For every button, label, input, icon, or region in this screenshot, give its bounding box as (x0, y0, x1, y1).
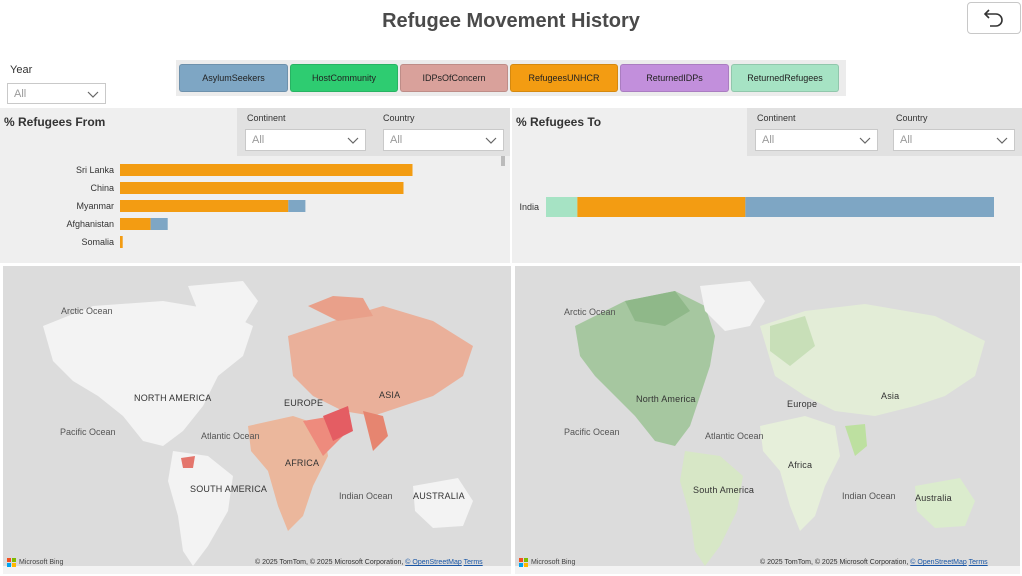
chevron-down-icon (87, 91, 99, 98)
from-filter-area: Continent All Country All (237, 108, 510, 156)
to-filter-area: Continent All Country All (747, 108, 1022, 156)
bar-segment-refugeesunhcr[interactable] (120, 236, 123, 248)
chevron-down-icon (996, 137, 1008, 144)
legend-chip-label: IDPsOfConcern (422, 73, 486, 83)
microsoft-logo-icon (519, 558, 528, 567)
legend-chip-idps-of-concern[interactable]: IDPsOfConcern (400, 64, 508, 92)
bar-segment-asylumseekers[interactable] (745, 197, 994, 217)
to-continent-dropdown[interactable]: All (755, 129, 878, 151)
map-label-south-america: SOUTH AMERICA (190, 484, 268, 494)
map-label-north-america: NORTH AMERICA (134, 393, 212, 403)
map-label-asia: Asia (881, 391, 900, 401)
bar-chart-svg: India (519, 197, 994, 217)
bar-segment-refugeesunhcr[interactable] (120, 182, 404, 194)
from-continent-value: All (252, 134, 265, 146)
map-label-africa: AFRICA (285, 458, 320, 468)
from-country-value: All (390, 134, 403, 146)
legend-chip-returned-refugees[interactable]: ReturnedRefugees (731, 64, 839, 92)
map-label-south-america: South America (693, 485, 755, 495)
bar-segment-refugeesunhcr[interactable] (120, 164, 413, 176)
bing-label: Microsoft Bing (19, 559, 64, 566)
map-label-africa: Africa (788, 460, 813, 470)
map-label-australia: AUSTRALIA (413, 491, 465, 501)
category-label: Myanmar (76, 201, 114, 211)
year-dropdown-value: All (14, 87, 27, 100)
map-label-europe: Europe (787, 399, 818, 409)
map-label-north-america: North America (636, 394, 696, 404)
map-label-pacific: Pacific Ocean (564, 427, 620, 437)
chevron-down-icon (859, 137, 871, 144)
map-label-indian: Indian Ocean (842, 491, 896, 501)
year-filter-label: Year (10, 64, 33, 76)
refugees-to-panel: % Refugees To Continent All Country All … (512, 108, 1022, 263)
microsoft-bing-logo: Microsoft Bing (519, 558, 575, 567)
from-country-dropdown[interactable]: All (383, 129, 504, 151)
bar-segment-refugeesunhcr[interactable] (120, 200, 289, 212)
to-country-label: Country (896, 113, 928, 123)
terms-link[interactable]: Terms (968, 559, 988, 566)
world-map-to (515, 266, 1020, 574)
bar-segment-asylumseekers[interactable] (288, 200, 306, 212)
legend-chip-label: AsylumSeekers (202, 73, 265, 83)
category-label: China (90, 183, 114, 193)
legend-chip-refugees-unhcr[interactable]: RefugeesUNHCR (510, 64, 618, 92)
to-continent-label: Continent (757, 113, 796, 123)
from-continent-label: Continent (247, 113, 286, 123)
map-label-asia: ASIA (379, 390, 401, 400)
map-label-atlantic: Atlantic Ocean (705, 431, 764, 441)
map-label-indian: Indian Ocean (339, 491, 393, 501)
microsoft-bing-logo: Microsoft Bing (7, 558, 63, 567)
world-map-from (3, 266, 511, 574)
legend-chip-label: ReturnedRefugees (747, 73, 823, 83)
to-continent-value: All (762, 134, 775, 146)
refugees-from-map[interactable]: Arctic Ocean Pacific Ocean Atlantic Ocea… (3, 266, 511, 574)
refugees-from-panel: % Refugees From Continent All Country Al… (0, 108, 510, 263)
legend-chip-label: ReturnedIDPs (646, 73, 703, 83)
chevron-down-icon (485, 137, 497, 144)
legend-chip-returned-idps[interactable]: ReturnedIDPs (620, 64, 729, 92)
openstreetmap-link[interactable]: © OpenStreetMap (405, 559, 462, 566)
copyright-text: © 2025 TomTom, © 2025 Microsoft Corporat… (255, 559, 404, 566)
bar-segment-returnedrefugees[interactable] (546, 197, 578, 217)
map-copyright: © 2025 TomTom, © 2025 Microsoft Corporat… (255, 559, 483, 566)
map-label-atlantic: Atlantic Ocean (201, 431, 260, 441)
to-country-dropdown[interactable]: All (893, 129, 1015, 151)
map-label-arctic: Arctic Ocean (61, 306, 113, 316)
bar-chart-svg: Sri Lanka China Myanmar Afghanistan Somalia (66, 164, 413, 248)
year-dropdown[interactable]: All (7, 83, 106, 104)
microsoft-logo-icon (7, 558, 16, 567)
legend-chip-label: RefugeesUNHCR (528, 73, 600, 83)
legend-slicer: AsylumSeekers HostCommunity IDPsOfConcer… (176, 60, 846, 96)
to-country-value: All (900, 134, 913, 146)
map-label-arctic: Arctic Ocean (564, 307, 616, 317)
legend-chip-label: HostCommunity (311, 73, 376, 83)
terms-link[interactable]: Terms (463, 559, 483, 566)
from-continent-dropdown[interactable]: All (245, 129, 366, 151)
refugees-to-map[interactable]: Arctic Ocean Pacific Ocean Atlantic Ocea… (515, 266, 1020, 574)
back-button[interactable] (967, 2, 1021, 34)
bar-segment-refugeesunhcr[interactable] (120, 218, 151, 230)
page-title: Refugee Movement History (382, 10, 640, 32)
category-label: Afghanistan (66, 219, 114, 229)
openstreetmap-link[interactable]: © OpenStreetMap (910, 559, 967, 566)
map-label-europe: EUROPE (284, 398, 324, 408)
refugees-to-title: % Refugees To (516, 115, 602, 129)
bing-label: Microsoft Bing (531, 559, 576, 566)
category-label: Sri Lanka (76, 165, 114, 175)
legend-chip-host-community[interactable]: HostCommunity (290, 64, 398, 92)
category-label: India (519, 202, 539, 212)
from-chart-scrollbar[interactable] (501, 156, 505, 166)
undo-arrow-icon (983, 9, 1003, 27)
refugees-from-title: % Refugees From (4, 115, 106, 129)
category-label: Somalia (81, 237, 114, 247)
bar-segment-refugeesunhcr[interactable] (577, 197, 746, 217)
map-label-pacific: Pacific Ocean (60, 427, 116, 437)
from-country-label: Country (383, 113, 415, 123)
map-copyright: © 2025 TomTom, © 2025 Microsoft Corporat… (760, 559, 988, 566)
copyright-text: © 2025 TomTom, © 2025 Microsoft Corporat… (760, 559, 909, 566)
chevron-down-icon (347, 137, 359, 144)
map-label-australia: Australia (915, 493, 952, 503)
legend-chip-asylum-seekers[interactable]: AsylumSeekers (179, 64, 288, 92)
bar-segment-asylumseekers[interactable] (150, 218, 168, 230)
